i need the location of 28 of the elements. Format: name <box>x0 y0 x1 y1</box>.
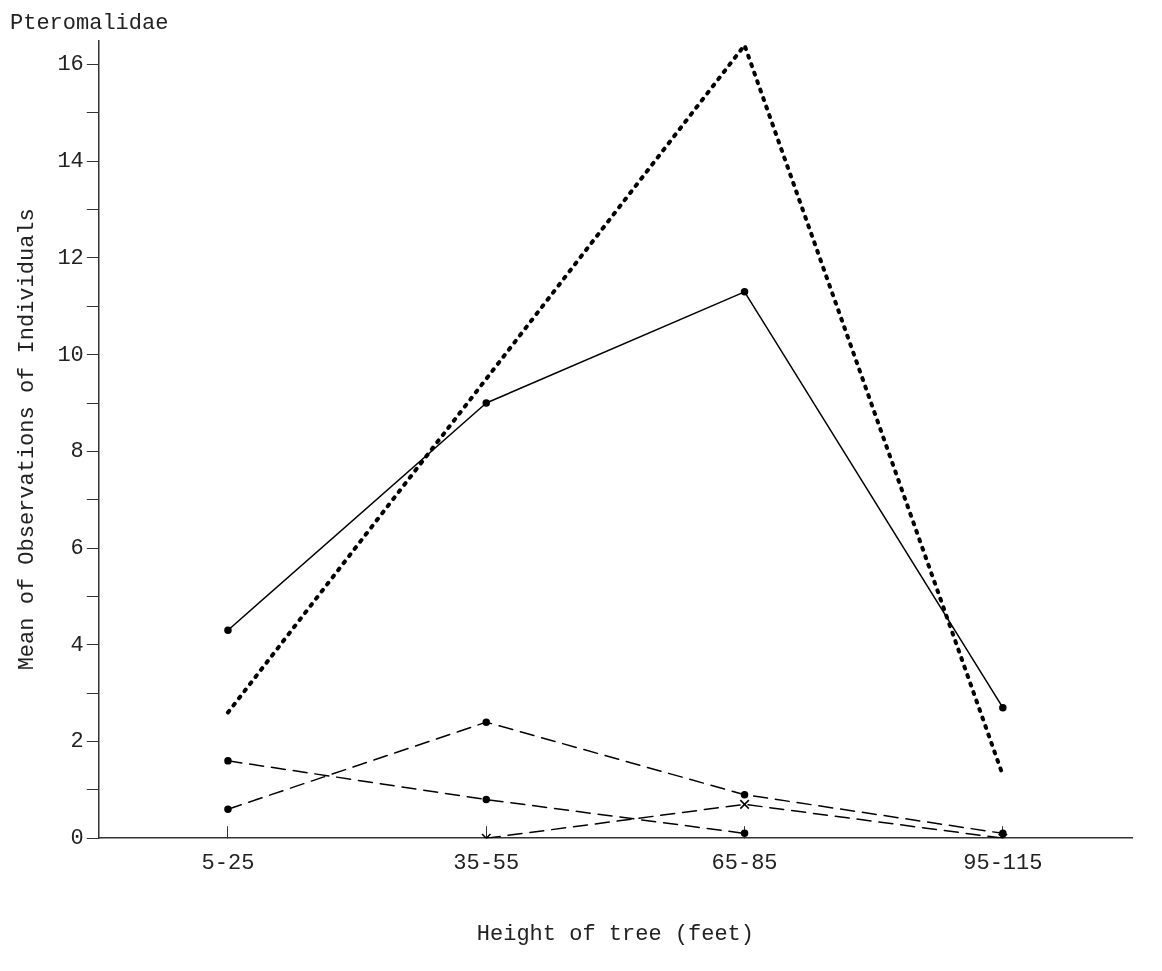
point <box>999 829 1007 838</box>
y-tick-label: 6 <box>70 535 84 561</box>
point <box>482 795 490 804</box>
y-tick-label: 2 <box>70 729 84 755</box>
point <box>740 829 749 838</box>
y-tick-label: 0 <box>70 826 84 852</box>
x-tick-label: 65-85 <box>711 851 778 877</box>
point <box>224 805 232 813</box>
y-tick-label: 10 <box>57 342 84 368</box>
chart-title: Pteromalidae <box>10 11 169 37</box>
x-tick-label: 95-115 <box>963 851 1043 877</box>
y-tick-label: 4 <box>70 632 84 658</box>
point <box>224 757 232 765</box>
x-tick-label: 5-25 <box>201 851 255 877</box>
point <box>224 626 232 635</box>
point <box>740 790 749 799</box>
y-tick-label: 8 <box>70 439 84 465</box>
x-tick-label: 35-55 <box>453 851 520 877</box>
x-axis-title: Height of tree (feet) <box>476 921 755 947</box>
point <box>482 718 490 726</box>
y-tick-label: 16 <box>57 52 84 78</box>
point <box>482 399 490 407</box>
point <box>739 799 750 810</box>
y-axis-title: Mean of Observations of Individuals <box>15 208 41 671</box>
y-tick-label: 14 <box>57 149 84 175</box>
point <box>740 288 749 296</box>
y-tick-label: 12 <box>57 245 84 271</box>
point <box>999 703 1007 712</box>
